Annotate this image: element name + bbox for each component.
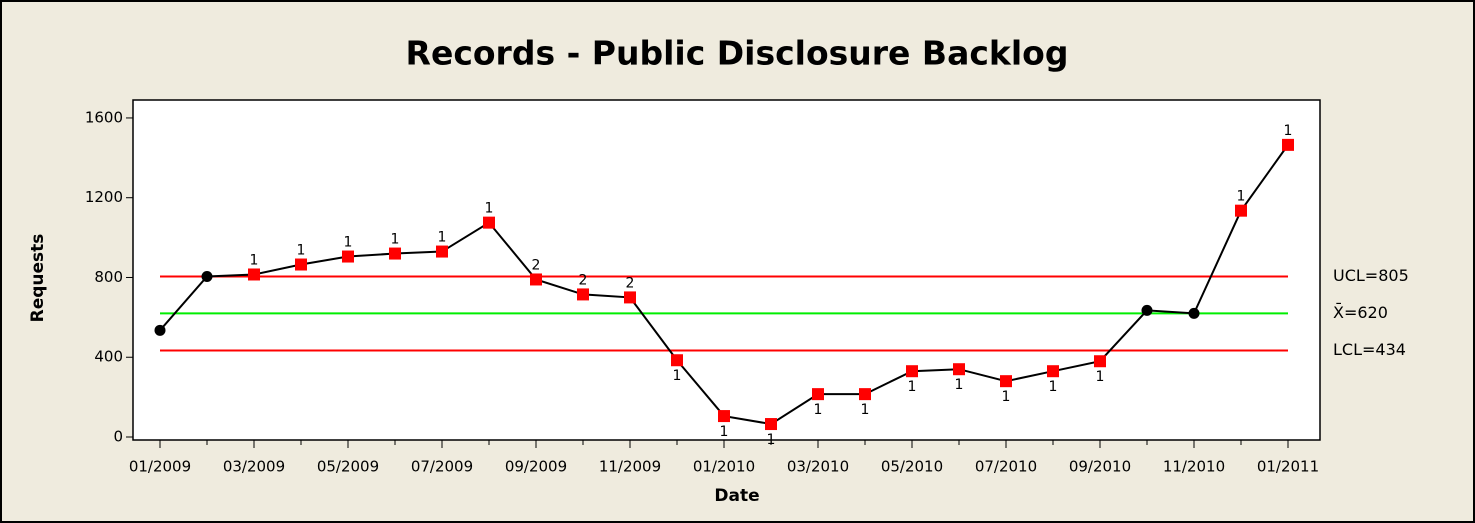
x-tick-label: 03/2010 [787,458,849,476]
x-tick-label: 09/2010 [1069,458,1131,476]
flagged-point [812,388,824,401]
flagged-point [436,245,448,258]
flagged-point [1094,355,1106,368]
x-tick-label: 01/2009 [129,458,191,476]
y-tick-label: 0 [113,428,123,446]
test-flag: 1 [673,368,682,384]
point [1188,307,1200,319]
limit-label: UCL=805 [1333,266,1409,285]
flagged-point [1000,375,1012,388]
flagged-point [1282,138,1294,151]
x-tick-label: 01/2011 [1257,458,1319,476]
flagged-point [906,365,918,378]
test-flag: 1 [344,235,353,251]
x-tick-label: 05/2009 [317,458,379,476]
y-tick-label: 400 [94,348,123,366]
test-flag: 1 [1284,123,1293,139]
y-tick-label: 1200 [85,188,123,206]
test-flag: 1 [1237,189,1246,205]
flagged-point [671,354,683,367]
chart-title: Records - Public Disclosure Backlog [406,34,1069,73]
x-axis-label: Date [714,486,759,506]
test-flag: 1 [814,402,823,418]
test-flag: 1 [1049,379,1058,395]
flagged-point [953,363,965,376]
limit-label: LCL=434 [1333,340,1406,359]
test-flag: 1 [391,232,400,248]
flagged-point [765,418,777,431]
flagged-point [483,216,495,229]
test-flag: 2 [626,275,635,291]
test-flag: 1 [485,201,494,217]
x-tick-label: 11/2010 [1163,458,1225,476]
y-tick-label: 1600 [85,108,123,126]
flagged-point [718,410,730,423]
point [201,270,213,282]
test-flag: 1 [297,243,306,259]
plot-area [132,99,1321,441]
flagged-point [577,288,589,301]
y-axis-label: Requests [28,234,48,323]
test-flag: 1 [861,402,870,418]
test-flag: 1 [908,379,917,395]
point [154,324,166,336]
x-tick-label: 07/2010 [975,458,1037,476]
limit-label: X̄=620 [1333,303,1388,322]
flagged-point [530,273,542,286]
test-flag: 1 [1002,389,1011,405]
flagged-point [859,388,871,401]
x-tick-label: 03/2009 [223,458,285,476]
flagged-point [295,258,307,271]
test-flag: 2 [532,257,541,273]
x-tick-label: 07/2009 [411,458,473,476]
flagged-point [624,291,636,304]
flagged-point [1235,204,1247,217]
test-flag: 1 [1096,369,1105,385]
point [1141,304,1153,316]
test-flag: 1 [767,432,776,448]
flagged-point [1047,365,1059,378]
test-flag: 1 [250,252,259,268]
x-tick-label: 11/2009 [599,458,661,476]
test-flag: 2 [579,272,588,288]
test-flag: 1 [955,377,964,393]
test-flag: 1 [720,424,729,440]
y-tick-label: 800 [94,268,123,286]
flagged-point [389,247,401,260]
flagged-point [248,268,260,281]
test-flag: 1 [438,230,447,246]
x-tick-label: 05/2010 [881,458,943,476]
x-tick-label: 09/2009 [505,458,567,476]
flagged-point [342,250,354,263]
x-tick-label: 01/2010 [693,458,755,476]
